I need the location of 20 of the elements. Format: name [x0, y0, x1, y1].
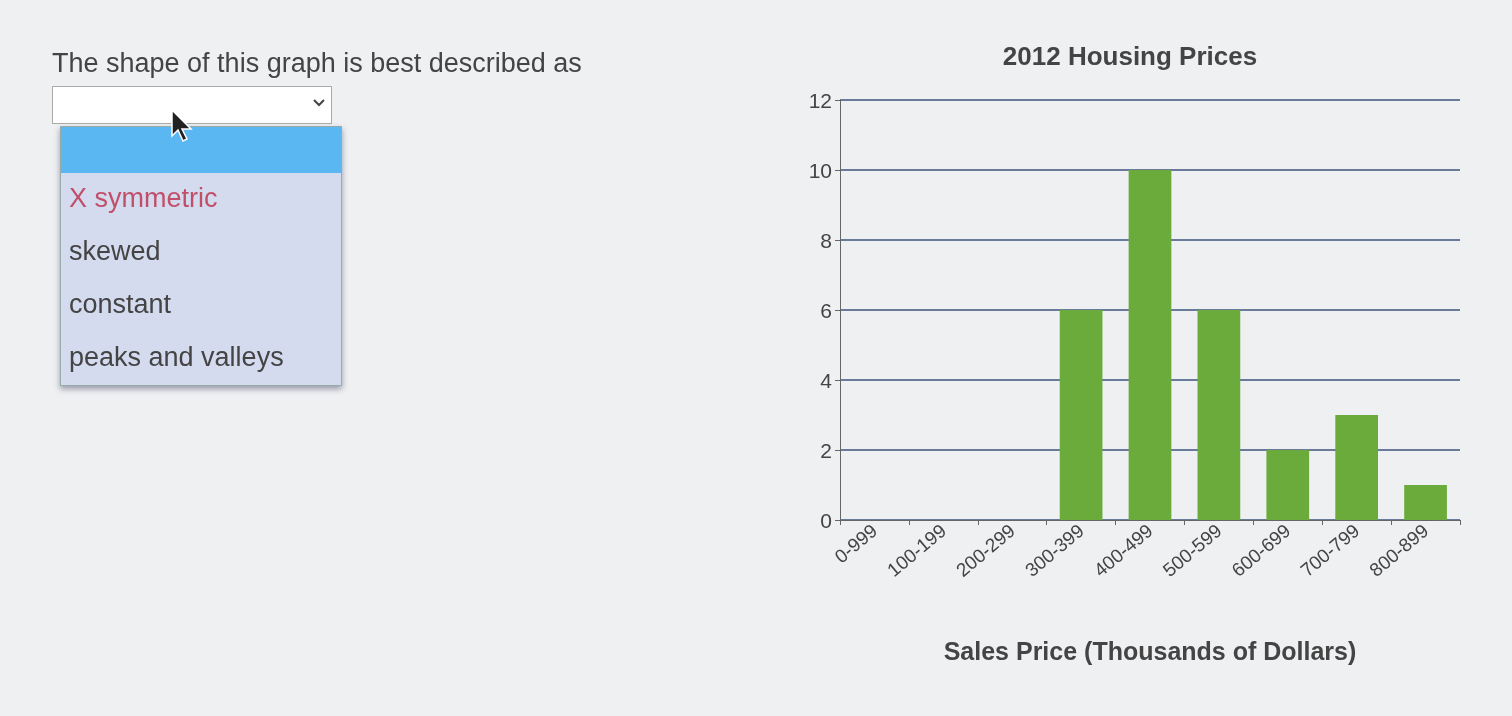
bar — [1059, 310, 1103, 520]
y-tick-label: 8 — [820, 228, 832, 252]
bar — [1404, 485, 1447, 520]
y-tick-label: 4 — [820, 368, 833, 392]
bar — [1128, 170, 1172, 520]
text: The shape of this graph is best described as — [52, 48, 582, 79]
bar — [1197, 310, 1241, 520]
y-tick-label: 10 — [808, 158, 832, 182]
text: skewed — [68, 235, 162, 268]
x-axis-title: Sales Price (Thousands of Dollars) — [943, 636, 1357, 665]
bar — [1335, 415, 1379, 520]
text: X symmetric — [68, 182, 219, 215]
y-tick-label: 0 — [820, 508, 832, 532]
text: peaks and valleys — [68, 341, 285, 374]
text: constant — [68, 288, 173, 321]
y-tick-label: 2 — [820, 438, 832, 462]
chart-title: 2012 Housing Prices — [1002, 41, 1258, 71]
y-tick-label: 12 — [808, 88, 832, 112]
bar — [1266, 450, 1310, 520]
y-tick-label: 6 — [820, 298, 832, 322]
